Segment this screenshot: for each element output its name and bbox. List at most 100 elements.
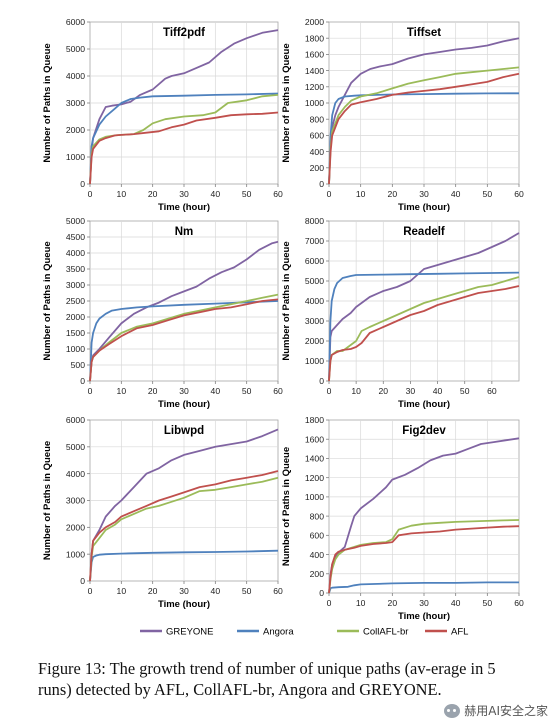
series-line-greyone [89,428,279,582]
legend-label-collafl-br: CollAFL-br [363,627,408,638]
y-axis-label: Number of Paths in Queue [281,43,292,162]
y-tick-label: 5000 [66,216,85,226]
y-tick-label: 1000 [305,356,324,366]
y-tick-label: 3000 [305,316,324,326]
y-tick-label: 1000 [66,549,85,559]
y-tick-label: 200 [310,569,325,579]
y-tick-label: 2000 [305,336,324,346]
x-tick-label: 20 [388,598,398,608]
y-axis-label: Number of Paths in Queue [42,441,53,560]
y-tick-label: 1400 [305,454,324,464]
y-tick-label: 200 [310,163,325,173]
series-line-afl [328,72,520,185]
x-tick-label: 50 [483,598,493,608]
series-line-afl [328,285,520,382]
y-tick-label: 500 [71,360,86,370]
y-tick-label: 2000 [66,312,85,322]
x-tick-label: 10 [117,586,127,596]
y-tick-label: 600 [310,131,325,141]
chart-title: Tiff2pdf [163,27,205,39]
x-tick-label: 40 [433,386,443,396]
y-tick-label: 1000 [305,98,324,108]
x-tick-label: 20 [379,386,389,396]
caption-text: Figure 13: The growth trend of number of… [38,659,496,699]
series-line-greyone [89,240,279,382]
y-tick-label: 2000 [66,523,85,533]
y-tick-label: 6000 [305,256,324,266]
x-axis-label: Time (hour) [158,202,210,213]
x-tick-label: 0 [327,189,332,199]
y-tick-label: 1000 [66,344,85,354]
y-tick-label: 4000 [305,296,324,306]
series-line-afl [89,470,279,582]
y-tick-label: 600 [310,531,325,541]
series-line-angora [89,300,279,382]
y-tick-label: 1800 [305,415,324,425]
series-line-afl [328,525,520,594]
y-tick-label: 4000 [66,248,85,258]
x-tick-label: 50 [483,189,493,199]
series-line-afl [89,111,279,185]
y-tick-label: 4000 [66,469,85,479]
x-tick-label: 0 [88,386,93,396]
y-tick-label: 0 [80,179,85,189]
x-tick-label: 60 [273,386,283,396]
y-tick-label: 6000 [66,17,85,27]
y-tick-label: 6000 [66,415,85,425]
series-line-angora [89,92,279,185]
x-axis-label: Time (hour) [398,611,450,622]
chart-tiff2pdf: 0 1000 2000 3000 4000 5000 6000 0 10 20 30 40 50 60 Ti… [42,17,283,213]
y-tick-label: 800 [310,511,325,521]
x-tick-label: 50 [460,386,470,396]
x-tick-label: 40 [211,189,221,199]
x-tick-label: 40 [211,586,221,596]
x-tick-label: 40 [211,386,221,396]
x-tick-label: 50 [242,189,252,199]
series-line-greyone [89,29,279,185]
x-axis-label: Time (hour) [158,599,210,610]
x-tick-label: 60 [273,586,283,596]
y-tick-label: 2500 [66,296,85,306]
series-line-greyone [328,232,520,382]
series-line-greyone [328,37,520,185]
x-tick-label: 40 [451,598,461,608]
y-tick-label: 5000 [66,442,85,452]
series-line-greyone [328,437,520,594]
x-tick-label: 10 [351,386,361,396]
x-tick-label: 30 [179,386,189,396]
x-tick-label: 60 [273,189,283,199]
series-line-collafl-br [89,476,279,582]
chart-nm: 0500100015002000250030003500400045005000… [42,216,283,410]
y-tick-label: 3000 [66,496,85,506]
y-tick-label: 0 [319,588,324,598]
y-axis-label: Number of Paths in Queue [42,43,53,162]
figure-caption: Figure 13: The growth trend of number of… [38,658,528,700]
chart-libwpd: 0 1000 2000 3000 4000 5000 6000 0 10 20 30 40 50 60 Li… [42,415,283,610]
y-tick-label: 0 [80,376,85,386]
y-tick-label: 4500 [66,232,85,242]
x-axis-label: Time (hour) [158,399,210,410]
x-tick-label: 20 [148,386,158,396]
y-tick-label: 0 [319,179,324,189]
y-tick-label: 4000 [66,71,85,81]
y-tick-label: 8000 [305,216,324,226]
chart-title: Libwpd [164,425,204,437]
series-line-angora [89,549,279,582]
series-line-collafl-br [328,66,520,185]
y-axis-label: Number of Paths in Queue [281,241,292,360]
y-tick-label: 1000 [66,152,85,162]
x-tick-label: 30 [406,386,416,396]
x-tick-label: 30 [179,189,189,199]
x-tick-label: 0 [327,386,332,396]
series-line-angora [328,271,520,382]
y-tick-label: 400 [310,147,325,157]
y-tick-label: 0 [80,576,85,586]
series-line-collafl-br [328,519,520,594]
series-line-afl [89,298,279,382]
chart-fig2dev: 0 200 400 600 800 1000 1200 1400 1600 1800 0 10 20 30… [281,415,524,622]
legend-label-greyone: GREYONE [166,627,214,638]
chart-title: Tiffset [407,27,441,39]
y-tick-label: 0 [319,376,324,386]
legend-label-afl: AFL [451,627,468,638]
